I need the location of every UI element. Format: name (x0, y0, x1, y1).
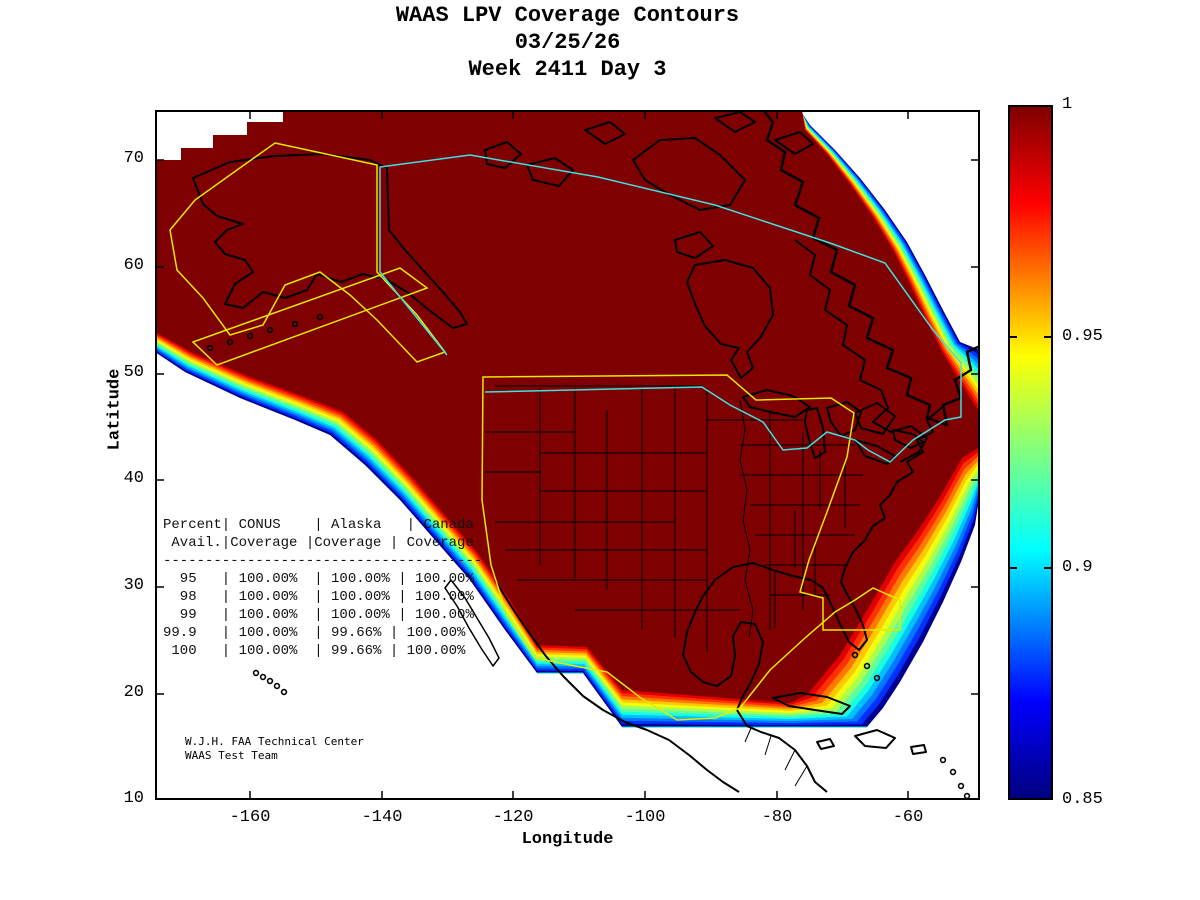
island-dot (273, 682, 281, 690)
island-dot (246, 332, 254, 340)
island-dot (280, 688, 288, 696)
colorbar (1008, 105, 1053, 800)
conus-service-volume (481, 374, 901, 721)
y-tick-label: 50 (123, 363, 144, 382)
x-tick-label: -80 (761, 808, 793, 827)
y-tick-label: 70 (123, 149, 144, 168)
title-line-1: WAAS LPV Coverage Contours (395, 3, 740, 28)
lake-superior (742, 389, 811, 418)
lake-huron (826, 401, 862, 437)
cuba (772, 692, 851, 715)
alaska-canada-border (379, 167, 448, 356)
labrador-coast (794, 239, 928, 463)
x-tick-label: -100 (624, 808, 666, 827)
island-dot (949, 768, 957, 776)
y-tick-label: 40 (123, 469, 144, 488)
x-axis-label: Longitude (521, 830, 614, 849)
map-layers (155, 110, 980, 800)
east-gulf-mexico-coast (682, 404, 946, 793)
baja-california (444, 579, 500, 667)
island-dot (206, 344, 214, 352)
colorbar-tick-label: 0.95 (1062, 326, 1103, 346)
jamaica (816, 738, 835, 750)
island-dot (259, 673, 267, 681)
colorbar-tick-label: 0.9 (1062, 558, 1093, 578)
island-dot (939, 756, 947, 764)
cb-dash-left (1008, 335, 1017, 338)
southampton-island (674, 231, 714, 259)
lake-ontario (892, 429, 924, 449)
arctic-island-baffin (632, 137, 746, 211)
puerto-rico (910, 744, 927, 755)
hispaniola (854, 729, 896, 749)
island-dot (266, 326, 274, 334)
island-dot (863, 662, 871, 670)
coverage-statistics-table: Percent| CONUS | Alaska | Canada Avail.|… (163, 517, 483, 659)
title-line-2: 03/25/26 (514, 30, 621, 55)
canada-border (379, 154, 962, 463)
island-dot (291, 320, 299, 328)
y-tick-label: 10 (123, 789, 144, 808)
map-plot-area: Percent| CONUS | Alaska | Canada Avail.|… (155, 110, 980, 800)
arctic-island (774, 131, 814, 155)
x-tick-label: -140 (361, 808, 403, 827)
arctic-island (714, 111, 756, 133)
alaska-coast (192, 153, 468, 329)
state-border-line (744, 727, 752, 743)
greenland-coast (762, 110, 980, 427)
title-line-3: Week 2411 Day 3 (468, 57, 667, 82)
cb-dash-right (1044, 335, 1053, 338)
cb-dash-right (1044, 567, 1053, 570)
alaska-service-volume (169, 142, 447, 363)
x-tick-label: -120 (492, 808, 534, 827)
figure-title: WAAS LPV Coverage Contours 03/25/26 Week… (155, 2, 980, 83)
cb-dash-left (1008, 567, 1017, 570)
mississippi-river-border (739, 399, 754, 639)
plot-border (155, 110, 980, 800)
newfoundland (854, 402, 896, 435)
colorbar-tick-label: 0.85 (1062, 790, 1103, 809)
arctic-island (484, 141, 522, 169)
arctic-island (584, 121, 626, 145)
island-dot (851, 651, 859, 659)
island-dot (226, 338, 234, 346)
island-dot (873, 674, 881, 682)
island-dot (252, 669, 260, 677)
credit-text: W.J.H. FAA Technical Center WAAS Test Te… (185, 735, 364, 762)
coverage-map (155, 110, 980, 800)
state-border-line (784, 749, 796, 771)
arctic-island (526, 157, 574, 187)
x-tick-label: -160 (229, 808, 271, 827)
aleutian-box (191, 267, 429, 366)
coverage-fill-region (155, 110, 980, 703)
island-dot (266, 677, 274, 685)
island-dot (963, 792, 971, 800)
y-tick-label: 20 (123, 683, 144, 702)
state-border-line (794, 765, 808, 787)
x-tick-label: -60 (892, 808, 924, 827)
y-tick-label: 60 (123, 256, 144, 275)
y-tick-label: 30 (123, 576, 144, 595)
island-dot (957, 782, 965, 790)
hudson-bay (686, 259, 774, 379)
mexico-west-coast (494, 579, 740, 793)
state-border-line (764, 735, 772, 756)
island-dot (316, 313, 324, 321)
colorbar-tick-label: 1 (1062, 95, 1073, 114)
lake-erie (854, 439, 896, 465)
